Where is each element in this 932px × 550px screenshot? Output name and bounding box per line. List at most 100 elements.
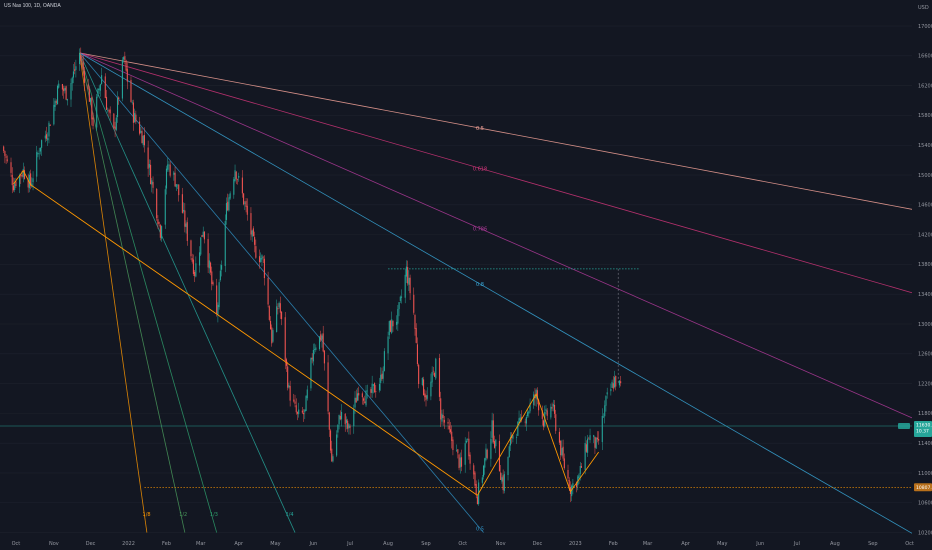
candle-body: [407, 267, 409, 284]
fan-line[interactable]: [79, 52, 913, 210]
candle-body: [305, 396, 307, 411]
candle-body: [80, 55, 82, 61]
y-tick-label: 15400.0: [918, 143, 932, 149]
candle-body: [611, 381, 613, 388]
candle-body: [460, 457, 463, 467]
candle-body: [430, 381, 432, 397]
level-tag: [914, 483, 932, 492]
candle-body: [612, 383, 614, 389]
candle-body: [396, 321, 398, 325]
fan-line[interactable]: [79, 52, 148, 533]
candle-body: [413, 294, 415, 313]
candle-body: [165, 168, 168, 189]
candle-body: [49, 124, 51, 126]
candle-body: [83, 70, 86, 83]
candle-body: [281, 311, 283, 320]
candle-body: [364, 401, 366, 404]
candle-body: [353, 409, 355, 427]
candle-body: [382, 370, 384, 379]
fan-label: 1/8: [143, 512, 151, 518]
candle-body: [181, 194, 183, 213]
candle-body: [167, 164, 169, 170]
candle-body: [595, 437, 597, 449]
candle-body: [389, 320, 392, 332]
candle-body: [158, 222, 160, 224]
candle-body: [374, 383, 376, 393]
candle-body: [236, 179, 239, 180]
candle-body: [229, 193, 231, 199]
fan-line[interactable]: [79, 52, 296, 533]
candle-body: [186, 222, 188, 241]
candle-body: [409, 277, 411, 294]
candle-body: [293, 399, 295, 402]
candle-body: [296, 412, 299, 414]
fan-line[interactable]: [79, 52, 186, 533]
candle-body: [492, 420, 494, 443]
fan-line[interactable]: [79, 52, 913, 534]
candle-body: [207, 239, 209, 268]
candle-body: [22, 168, 24, 177]
candle-body: [501, 477, 503, 482]
candle-body: [147, 147, 149, 169]
grid-lines: [0, 25, 912, 533]
candle-body: [452, 439, 454, 450]
level-tag-value: 10807.6: [916, 485, 932, 491]
candle-body: [610, 388, 612, 392]
candle-body: [241, 177, 243, 194]
x-tick-label: Oct: [458, 541, 467, 547]
candle-body: [588, 438, 590, 440]
candle-body: [397, 308, 399, 324]
y-tick-label: 10200.0: [918, 530, 932, 536]
candle-body: [370, 389, 372, 393]
candle-body: [356, 393, 359, 401]
y-tick-label: 17000.0: [918, 24, 932, 30]
candle-body: [398, 302, 400, 310]
price-axis[interactable]: 17000.0 16600.0 16200.0 15800.0 15400.0 15000…: [912, 0, 932, 550]
price-tag-sub: 10.37: [916, 429, 929, 435]
candle-body: [97, 88, 99, 97]
candle-body: [255, 246, 257, 258]
candle-body: [130, 79, 132, 102]
candle-body: [604, 405, 606, 417]
candle-body: [568, 479, 570, 490]
candle-body: [518, 418, 520, 423]
candle-body: [225, 203, 228, 220]
candle-body: [279, 303, 281, 313]
candle-body: [448, 425, 450, 430]
candle-body: [580, 466, 583, 468]
fan-line[interactable]: [79, 52, 484, 533]
candle-body: [503, 474, 505, 491]
fan-labels: 0.5 0.618 0.786 0.8 0.5 1/4 1/3 1/2 1/8: [143, 126, 488, 532]
candle-body: [263, 258, 265, 279]
candle-body: [414, 315, 416, 329]
fan-label: 1/3: [210, 512, 218, 518]
fan-line[interactable]: [79, 52, 218, 533]
candle-body: [576, 482, 578, 488]
candle-body: [72, 71, 74, 78]
candle-body: [593, 435, 595, 438]
candle-body: [174, 172, 176, 187]
fan-line[interactable]: [79, 52, 913, 419]
candle-body: [224, 221, 226, 267]
candle-body: [200, 237, 202, 255]
candle-body: [227, 201, 229, 211]
time-axis[interactable]: Oct Nov Dec 2022 Feb Mar Apr May Jun Jul Aug Sep Oct…: [0, 540, 932, 550]
candle-body: [349, 426, 351, 428]
candle-body: [464, 443, 466, 465]
fan-line[interactable]: [79, 52, 913, 294]
candle-body: [500, 472, 502, 480]
candle-body: [347, 420, 349, 429]
zigzag-polyline[interactable]: [13, 169, 599, 496]
candle-body: [363, 398, 365, 401]
horizontal-levels[interactable]: [0, 268, 912, 488]
candle-body: [563, 458, 565, 469]
zigzag-line[interactable]: [13, 169, 599, 496]
candle-body: [337, 424, 339, 433]
candle-body: [469, 454, 471, 464]
candle-body: [288, 385, 290, 388]
candle-body: [449, 429, 452, 433]
candle-body: [509, 437, 512, 446]
gann-fan[interactable]: [79, 52, 913, 534]
candle-body: [354, 397, 356, 408]
